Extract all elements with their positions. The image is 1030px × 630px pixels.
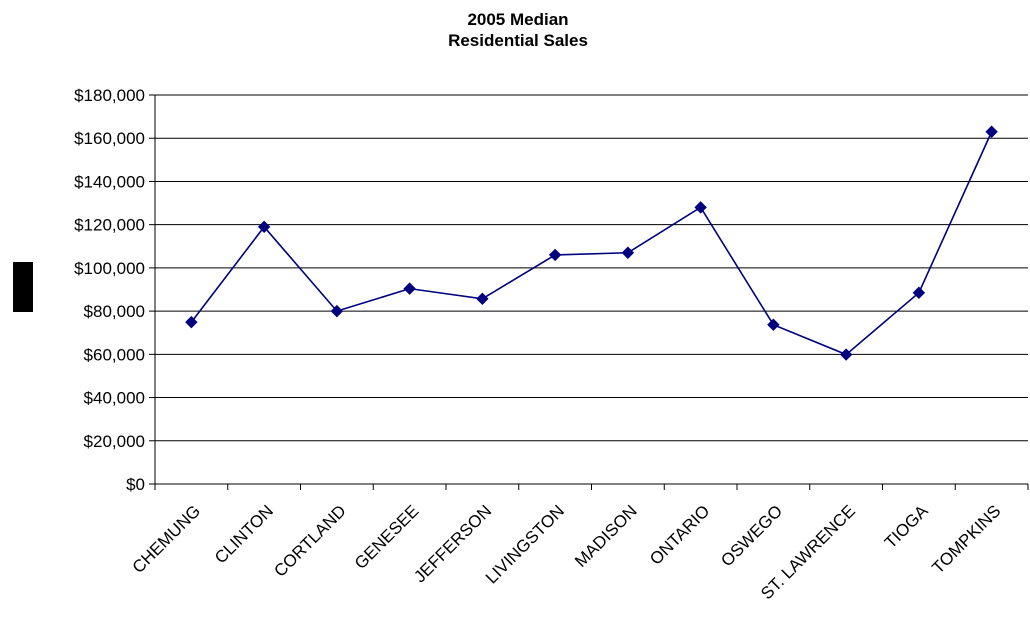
y-tick-label: $160,000 [74, 129, 145, 148]
x-tick-label: TIOGA [881, 501, 932, 552]
legend-marker [13, 262, 33, 312]
data-point [912, 286, 926, 299]
data-point [185, 315, 198, 329]
series-line [190, 131, 993, 356]
y-tick-label: $120,000 [74, 216, 145, 235]
x-tick-label: MADISON [571, 501, 641, 571]
x-tick-label: OSWEGO [717, 501, 786, 570]
data-point [257, 220, 271, 234]
x-tick-label: GENESEE [351, 501, 423, 573]
x-tick-label: CHEMUNG [129, 501, 205, 577]
x-tick-label: TOMPKINS [928, 501, 1004, 577]
y-tick-label: $180,000 [74, 86, 145, 105]
y-tick-label: $20,000 [84, 432, 145, 451]
data-point [476, 292, 489, 305]
y-tick-label: $140,000 [74, 172, 145, 191]
data-point [548, 248, 562, 262]
y-tick-label: $40,000 [84, 389, 145, 408]
data-point [621, 246, 635, 259]
data-point [985, 125, 998, 138]
data-point [403, 282, 416, 295]
x-tick-label: LIVINGSTON [482, 501, 568, 587]
data-point [839, 348, 853, 361]
x-tick-label: ONTARIO [646, 501, 713, 568]
y-tick-label: $100,000 [74, 259, 145, 278]
x-tick-label: CORTLAND [270, 501, 349, 580]
chart-title-line-2: Residential Sales [448, 31, 588, 50]
x-tick-label: CLINTON [211, 501, 277, 567]
data-point [694, 201, 707, 214]
y-tick-label: $80,000 [84, 302, 145, 321]
y-tick-label: $0 [126, 475, 145, 494]
data-point [767, 318, 780, 331]
chart-title-line-1: 2005 Median [467, 10, 569, 29]
y-tick-label: $60,000 [84, 345, 145, 364]
data-point [330, 304, 344, 318]
